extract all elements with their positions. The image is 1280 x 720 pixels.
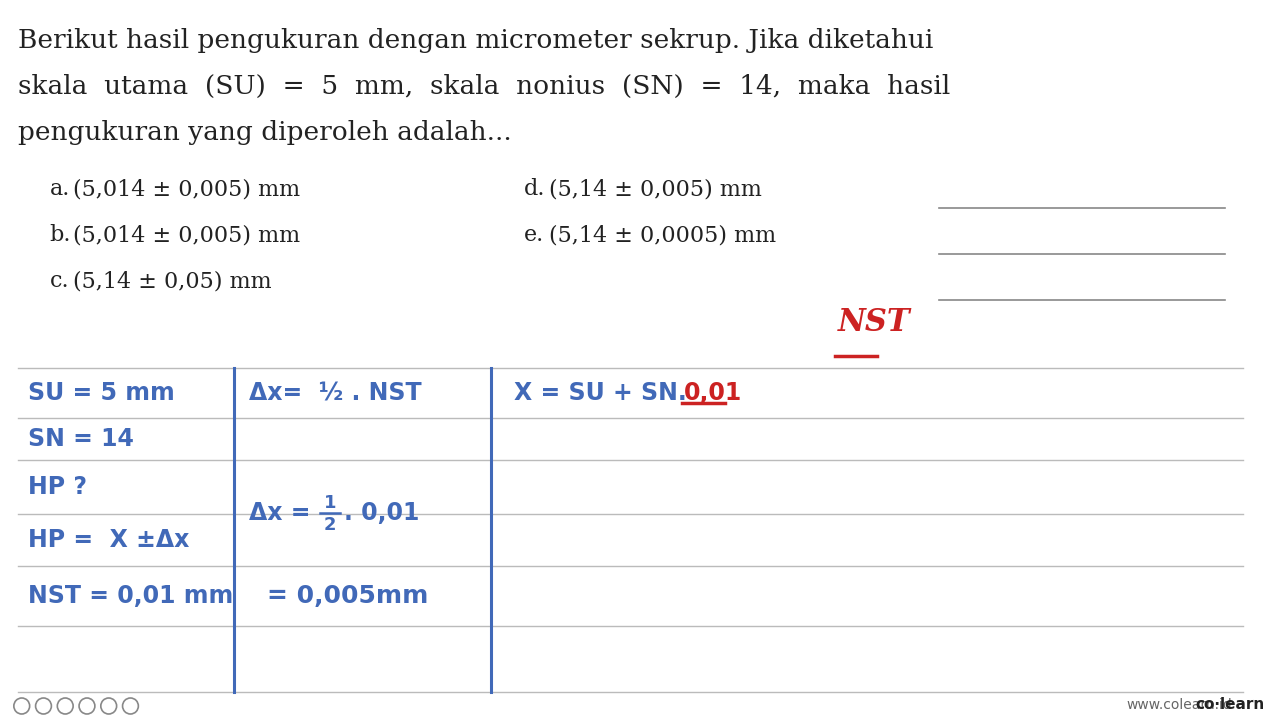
Text: a.: a. <box>50 178 70 200</box>
Text: c.: c. <box>50 270 69 292</box>
Text: www.colearn.id: www.colearn.id <box>1126 698 1233 712</box>
Text: 2: 2 <box>324 516 337 534</box>
Text: 1: 1 <box>324 494 337 512</box>
Text: skala  utama  (SU)  =  5  mm,  skala  nonius  (SN)  =  14,  maka  hasil: skala utama (SU) = 5 mm, skala nonius (S… <box>18 74 950 99</box>
Text: Berikut hasil pengukuran dengan micrometer sekrup. Jika diketahui: Berikut hasil pengukuran dengan micromet… <box>18 28 933 53</box>
Text: = 0,005mm: = 0,005mm <box>266 584 429 608</box>
Text: HP =  X ±Δx: HP = X ±Δx <box>28 528 189 552</box>
Text: SN = 14: SN = 14 <box>28 427 133 451</box>
Text: e.: e. <box>524 224 544 246</box>
Text: (5,14 ± 0,005) mm: (5,14 ± 0,005) mm <box>549 178 763 200</box>
Text: NST = 0,01 mm: NST = 0,01 mm <box>28 584 233 608</box>
Text: (5,014 ± 0,005) mm: (5,014 ± 0,005) mm <box>73 178 301 200</box>
Text: (5,014 ± 0,005) mm: (5,014 ± 0,005) mm <box>73 224 301 246</box>
Text: . 0,01: . 0,01 <box>344 501 420 525</box>
Text: X = SU + SN.: X = SU + SN. <box>513 381 686 405</box>
Text: NST: NST <box>837 307 910 338</box>
Text: SU = 5 mm: SU = 5 mm <box>28 381 174 405</box>
Text: (5,14 ± 0,0005) mm: (5,14 ± 0,0005) mm <box>549 224 777 246</box>
Text: pengukuran yang diperoleh adalah...: pengukuran yang diperoleh adalah... <box>18 120 512 145</box>
Text: Δx=  ½ . NST: Δx= ½ . NST <box>250 381 421 405</box>
Text: (5,14 ± 0,05) mm: (5,14 ± 0,05) mm <box>73 270 271 292</box>
Text: HP ?: HP ? <box>28 475 87 499</box>
Text: co·learn: co·learn <box>1196 697 1265 712</box>
Text: b.: b. <box>50 224 70 246</box>
Text: d.: d. <box>524 178 545 200</box>
Text: 0,01: 0,01 <box>684 381 742 405</box>
Text: Δx =: Δx = <box>250 501 319 525</box>
